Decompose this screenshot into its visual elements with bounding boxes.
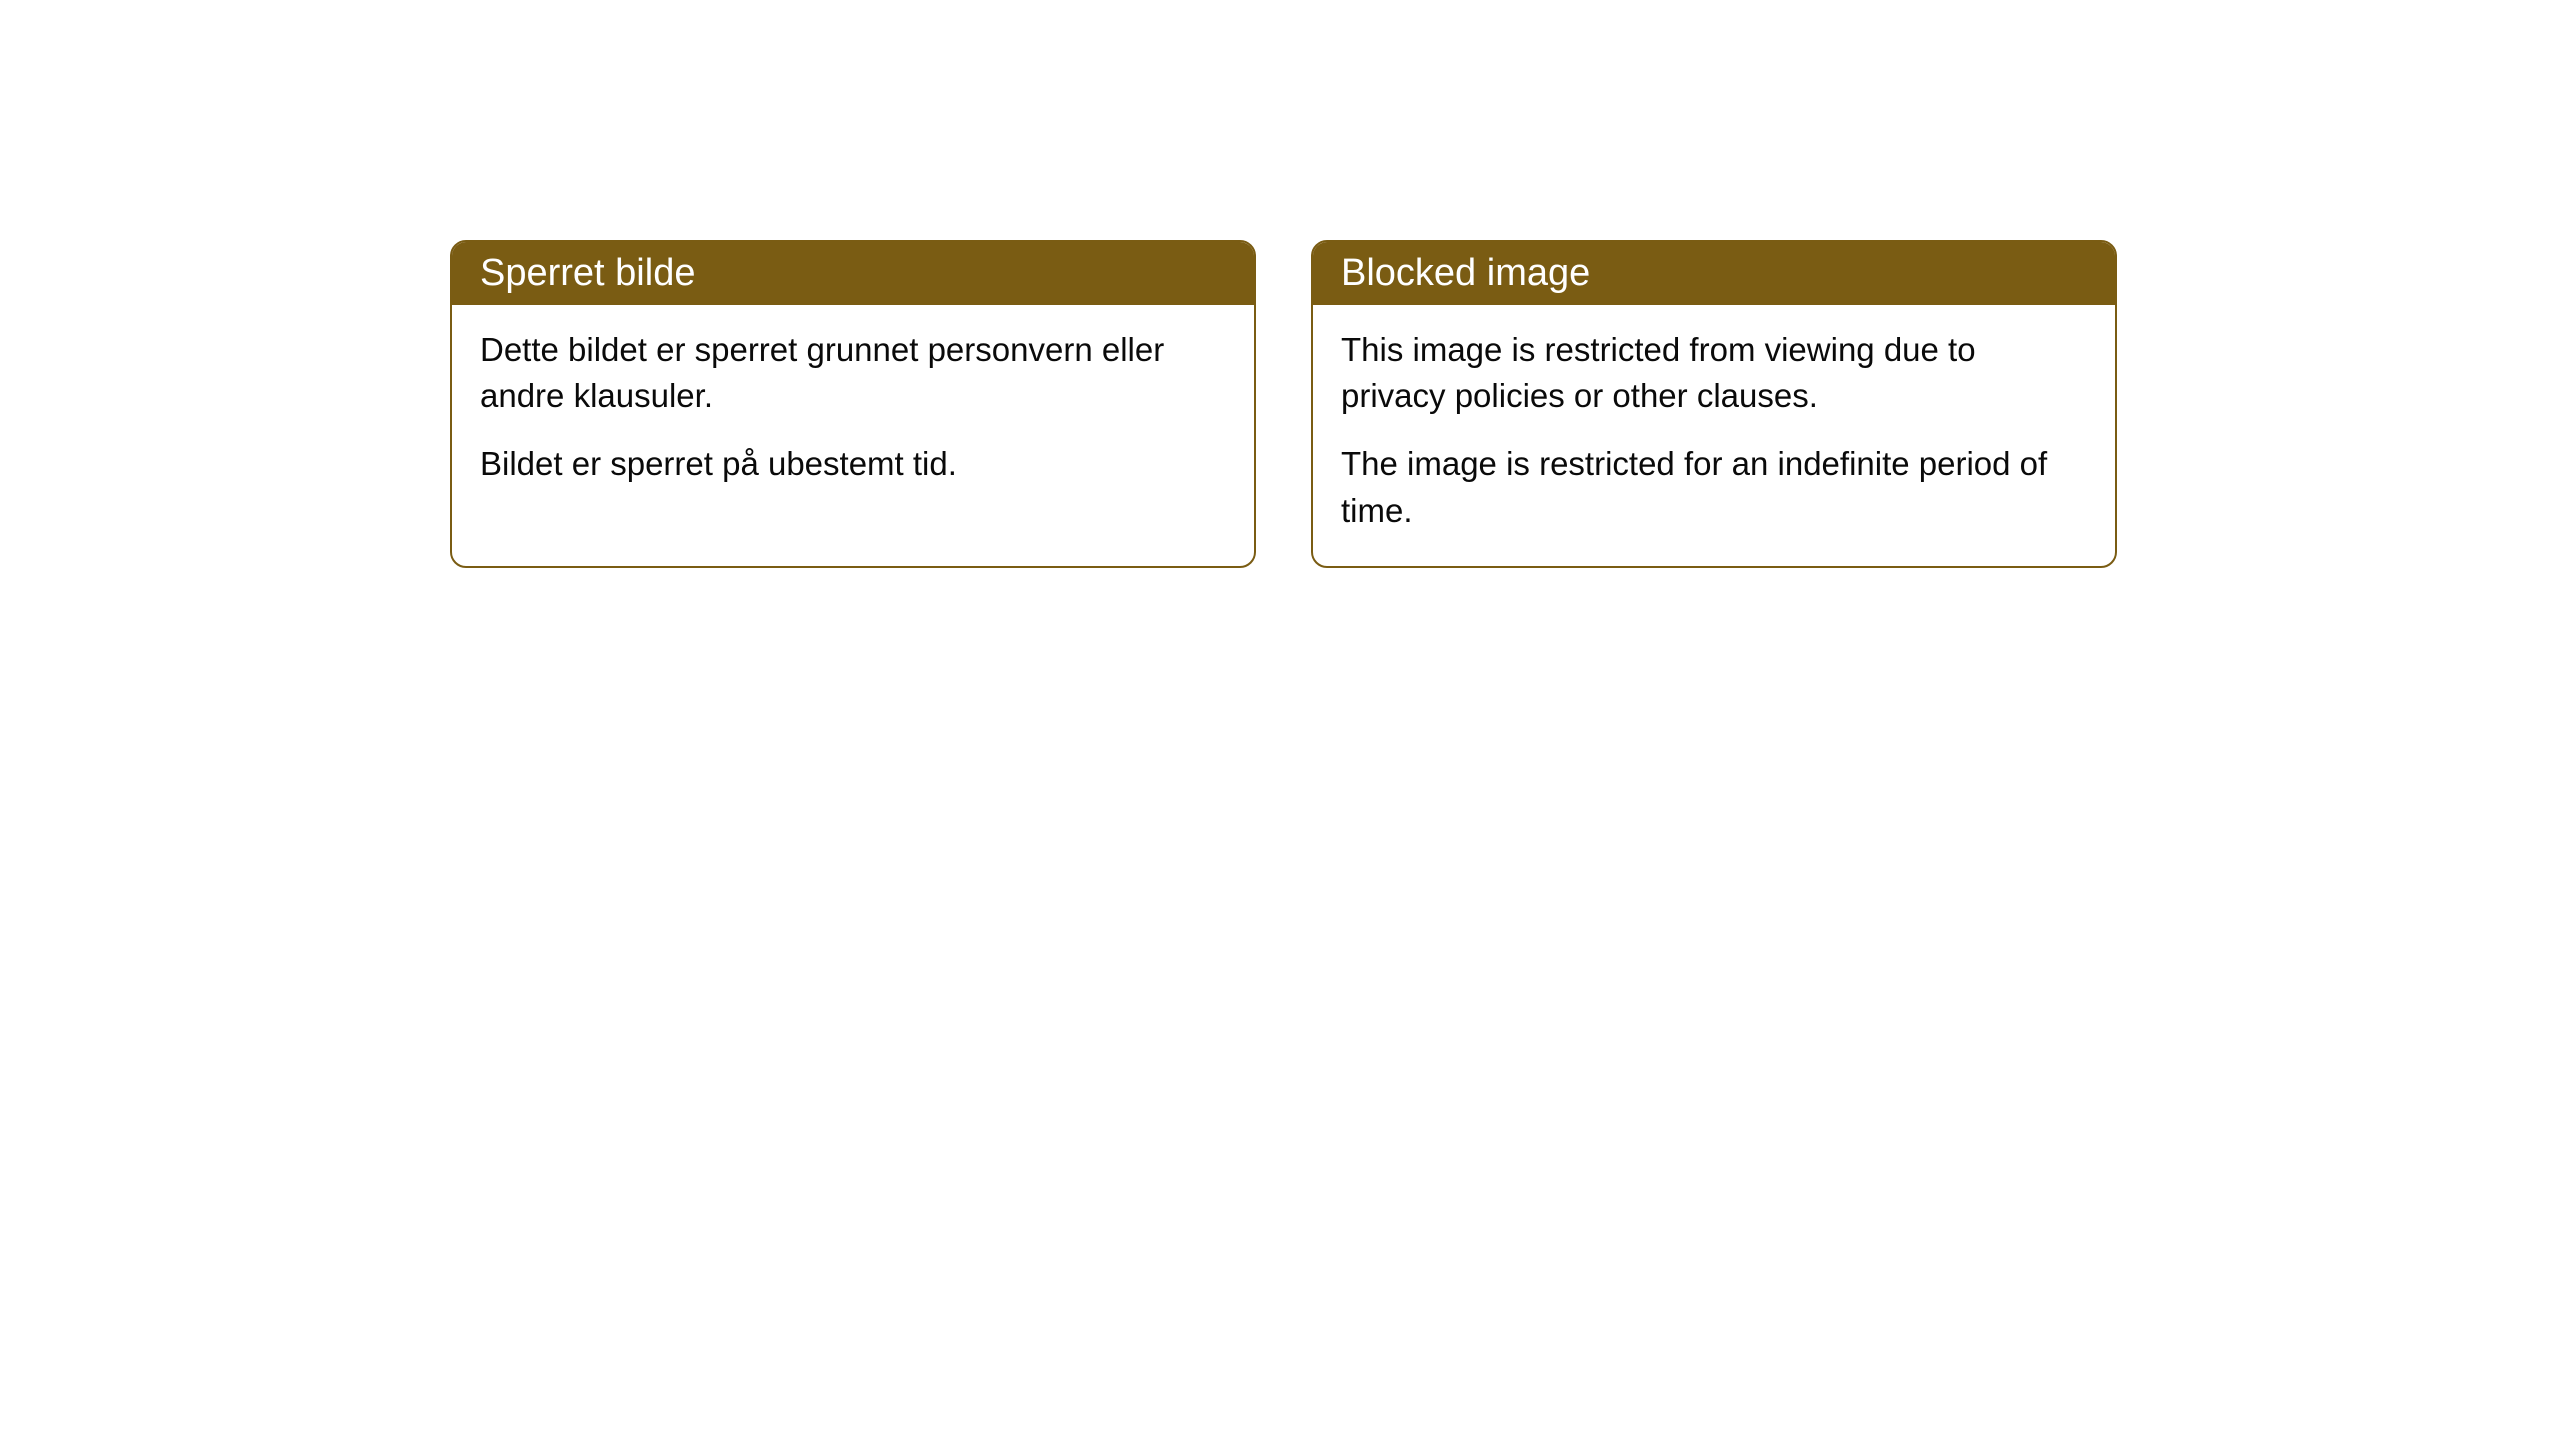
- card-header-norwegian: Sperret bilde: [452, 242, 1254, 305]
- card-paragraph-1: This image is restricted from viewing du…: [1341, 327, 2087, 419]
- card-body-english: This image is restricted from viewing du…: [1313, 305, 2115, 566]
- card-paragraph-1: Dette bildet er sperret grunnet personve…: [480, 327, 1226, 419]
- blocked-image-card-english: Blocked image This image is restricted f…: [1311, 240, 2117, 568]
- card-title: Blocked image: [1341, 252, 1590, 294]
- card-body-norwegian: Dette bildet er sperret grunnet personve…: [452, 305, 1254, 520]
- card-title: Sperret bilde: [480, 252, 695, 294]
- card-paragraph-2: The image is restricted for an indefinit…: [1341, 441, 2087, 533]
- card-paragraph-2: Bildet er sperret på ubestemt tid.: [480, 441, 1226, 487]
- notice-container: Sperret bilde Dette bildet er sperret gr…: [450, 240, 2117, 568]
- blocked-image-card-norwegian: Sperret bilde Dette bildet er sperret gr…: [450, 240, 1256, 568]
- card-header-english: Blocked image: [1313, 242, 2115, 305]
